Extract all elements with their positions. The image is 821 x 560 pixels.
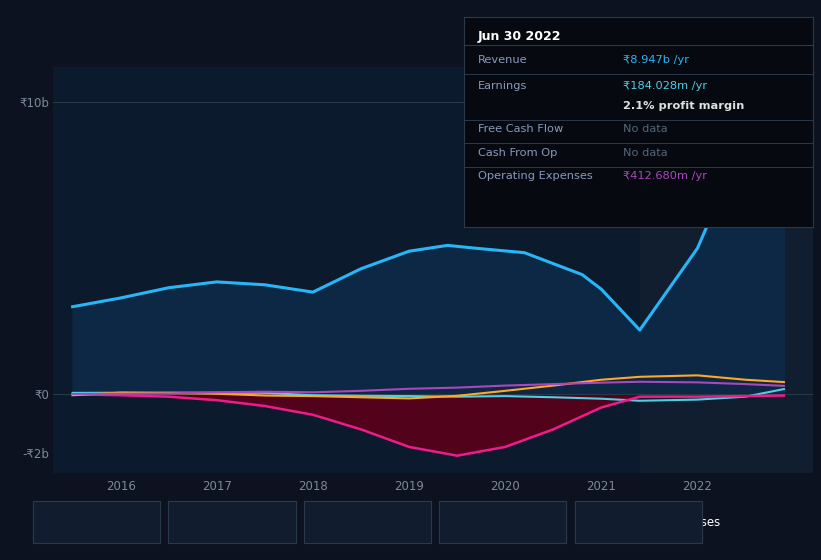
Text: Revenue: Revenue	[59, 516, 111, 529]
Bar	[640, 67, 821, 473]
Text: 2.1% profit margin: 2.1% profit margin	[622, 101, 744, 111]
Text: Jun 30 2022: Jun 30 2022	[478, 30, 562, 44]
Text: Revenue: Revenue	[478, 55, 527, 64]
Text: ₹8.947b /yr: ₹8.947b /yr	[622, 55, 689, 64]
Text: ●: ●	[42, 516, 53, 529]
Text: Operating Expenses: Operating Expenses	[478, 171, 593, 181]
Text: Cash From Op: Cash From Op	[466, 516, 548, 529]
Text: ₹412.680m /yr: ₹412.680m /yr	[622, 171, 707, 181]
Text: ●: ●	[177, 516, 189, 529]
Text: No data: No data	[622, 124, 667, 134]
Text: Earnings: Earnings	[195, 516, 246, 529]
Text: Operating Expenses: Operating Expenses	[601, 516, 720, 529]
Text: Free Cash Flow: Free Cash Flow	[330, 516, 419, 529]
Text: Cash From Op: Cash From Op	[478, 148, 557, 158]
Text: ●: ●	[584, 516, 595, 529]
Text: Earnings: Earnings	[478, 81, 527, 91]
Text: Free Cash Flow: Free Cash Flow	[478, 124, 563, 134]
Text: No data: No data	[622, 148, 667, 158]
Text: ₹184.028m /yr: ₹184.028m /yr	[622, 81, 707, 91]
Text: ●: ●	[313, 516, 324, 529]
Text: ●: ●	[448, 516, 460, 529]
